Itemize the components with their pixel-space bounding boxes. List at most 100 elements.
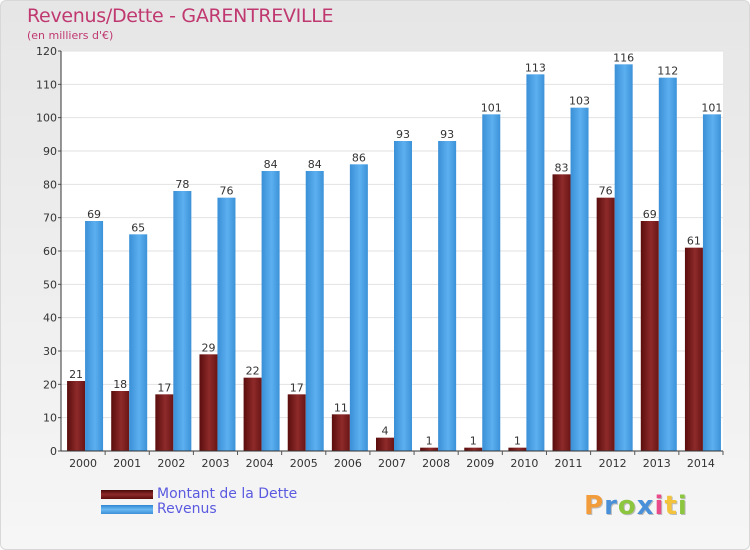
y-tick-label: 100 — [36, 112, 57, 125]
legend-label-revenue: Revenus — [157, 501, 217, 517]
bar-debt — [287, 394, 306, 451]
y-tick-label: 120 — [36, 45, 57, 58]
bar-debt — [596, 197, 615, 451]
bar-revenue — [482, 114, 501, 451]
bar-debt — [111, 391, 130, 451]
data-label-revenue: 93 — [440, 128, 454, 141]
data-label-debt: 22 — [246, 365, 260, 378]
data-label-debt: 61 — [687, 235, 701, 248]
bar-debt — [508, 447, 527, 451]
x-tick-label: 2008 — [422, 457, 450, 470]
bar-revenue — [217, 197, 236, 451]
x-tick-label: 2012 — [599, 457, 627, 470]
data-label-debt: 17 — [157, 381, 171, 394]
bar-debt — [331, 414, 350, 451]
data-label-revenue: 103 — [569, 95, 590, 108]
bar-debt — [640, 221, 659, 451]
data-label-debt: 18 — [113, 378, 127, 391]
bar-debt — [67, 381, 86, 451]
bar-revenue — [614, 64, 633, 452]
data-label-revenue: 113 — [525, 61, 546, 74]
y-tick-label: 90 — [43, 145, 57, 158]
bar-revenue — [349, 164, 368, 452]
proxiti-logo: Proxiti — [584, 491, 688, 521]
x-tick-label: 2013 — [643, 457, 671, 470]
data-label-revenue: 101 — [701, 101, 722, 114]
legend-swatch-debt — [101, 490, 153, 499]
bar-debt — [199, 354, 218, 451]
data-label-debt: 11 — [334, 401, 348, 414]
bar-debt — [155, 394, 174, 451]
bar-debt — [420, 447, 439, 451]
x-tick-label: 2009 — [466, 457, 494, 470]
x-tick-label: 2002 — [157, 457, 185, 470]
chart-subtitle: (en milliers d'€) — [27, 29, 114, 42]
data-label-revenue: 101 — [481, 101, 502, 114]
bars — [67, 64, 721, 452]
bar-debt — [243, 377, 262, 451]
bar-debt — [552, 174, 571, 452]
bar-revenue — [438, 141, 457, 451]
data-label-debt: 17 — [290, 381, 304, 394]
axes: 0 10 20 30 40 50 60 70 80 90 100 110 120 2000 2001 2002… — [36, 45, 724, 470]
logo-letter: i — [677, 491, 688, 521]
x-tick-label: 2006 — [334, 457, 362, 470]
bar-revenue — [85, 221, 104, 451]
x-tick-label: 2000 — [69, 457, 97, 470]
bar-debt — [464, 447, 483, 451]
y-tick-label: 40 — [43, 312, 57, 325]
y-tick-label: 70 — [43, 212, 57, 225]
bar-debt — [684, 247, 703, 451]
x-tick-label: 2007 — [378, 457, 406, 470]
data-label-debt: 1 — [470, 435, 477, 448]
logo-letter: t — [664, 491, 678, 521]
y-tick-label: 50 — [43, 278, 57, 291]
x-tick-label: 2001 — [113, 457, 141, 470]
data-label-revenue: 76 — [219, 185, 233, 198]
data-label-debt: 29 — [201, 341, 215, 354]
y-tick-label: 110 — [36, 78, 57, 91]
data-label-debt: 4 — [382, 425, 389, 438]
data-label-revenue: 86 — [352, 151, 366, 164]
logo-letter: o — [617, 491, 637, 521]
bar-revenue — [526, 74, 545, 451]
y-tick-label: 30 — [43, 345, 57, 358]
data-label-revenue: 116 — [613, 51, 634, 64]
bar-revenue — [129, 234, 148, 451]
y-tick-label: 60 — [43, 245, 57, 258]
bar-revenue — [173, 191, 192, 451]
data-label-debt: 1 — [426, 435, 433, 448]
data-label-debt: 69 — [643, 208, 657, 221]
y-tick-label: 10 — [43, 412, 57, 425]
data-label-debt: 1 — [514, 435, 521, 448]
bar-debt — [376, 437, 394, 451]
bar-revenue — [570, 107, 589, 452]
data-label-revenue: 69 — [87, 208, 101, 221]
data-label-revenue: 93 — [396, 128, 410, 141]
bar-revenue — [658, 77, 677, 452]
data-label-revenue: 78 — [175, 178, 189, 191]
y-tick-label: 0 — [50, 445, 57, 458]
data-label-revenue: 84 — [264, 158, 278, 171]
bar-revenue — [702, 114, 721, 451]
x-tick-label: 2005 — [290, 457, 318, 470]
x-tick-label: 2004 — [246, 457, 274, 470]
data-label-debt: 76 — [599, 185, 613, 198]
x-tick-label: 2011 — [555, 457, 583, 470]
data-label-revenue: 84 — [308, 158, 322, 171]
data-label-debt: 83 — [555, 161, 569, 174]
legend-swatch-revenue — [101, 505, 153, 514]
bar-revenue — [305, 171, 324, 451]
legend-label-debt: Montant de la Dette — [157, 486, 298, 502]
x-tick-label: 2014 — [687, 457, 715, 470]
bar-revenue — [394, 141, 412, 451]
y-tick-label: 20 — [43, 378, 57, 391]
bar-chart: 0 10 20 30 40 50 60 70 80 90 100 110 120 2000 2001 2002… — [36, 45, 724, 470]
data-label-revenue: 112 — [657, 65, 678, 78]
bar-revenue — [261, 171, 280, 451]
chart-title: Revenus/Dette - GARENTREVILLE — [27, 5, 334, 27]
logo-letter: r — [604, 491, 618, 521]
logo-letter: i — [654, 491, 665, 521]
y-tick-label: 80 — [43, 178, 57, 191]
